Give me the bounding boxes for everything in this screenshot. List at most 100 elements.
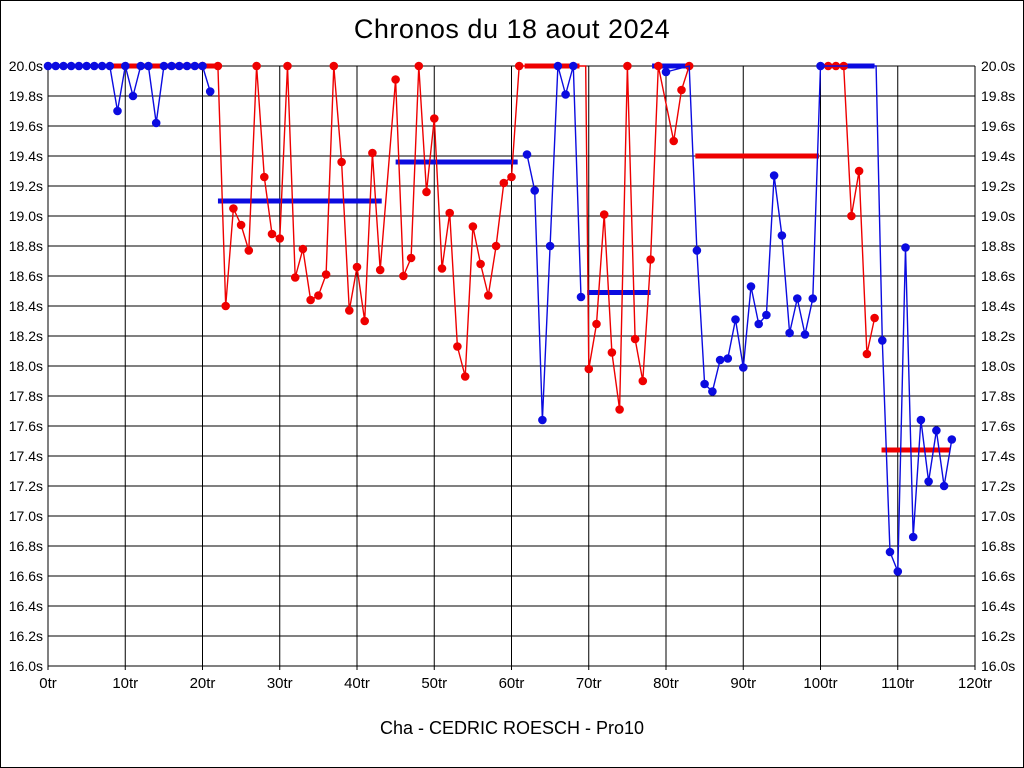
y-tick-label-right: 20.0s [981,58,1015,74]
data-point-red [623,61,632,71]
data-point-blue [777,231,787,240]
x-tick-label: 40tr [344,675,370,692]
data-point-red [360,316,370,326]
y-tick-label-left: 17.8s [9,388,43,404]
y-tick-label-left: 16.4s [9,598,43,614]
data-point-red [399,271,408,281]
data-point-red [615,405,624,414]
data-point-blue [121,61,130,71]
data-point-blue [136,61,145,71]
data-point-red [368,148,377,158]
data-point-blue [97,61,107,71]
data-point-red [499,178,509,188]
data-point-blue [762,310,771,320]
data-point-red [460,372,470,381]
data-point-blue [739,363,748,372]
x-tick-label: 80tr [653,675,679,692]
x-tick-label: 20tr [190,675,216,692]
data-point-red [414,61,424,71]
y-tick-label-left: 17.0s [9,508,43,524]
x-tick-label: 90tr [730,675,756,692]
x-tick-label: 70tr [576,675,602,692]
x-tick-label: 30tr [267,675,293,692]
data-point-blue [175,61,184,71]
y-tick-label-right: 18.0s [981,358,1015,374]
y-tick-label-left: 16.2s [9,628,43,644]
data-point-blue [545,241,555,251]
data-point-blue [198,61,207,71]
data-point-red [345,306,354,315]
data-point-blue [932,426,941,435]
y-tick-label-left: 17.2s [9,478,43,494]
data-point-red [306,295,315,305]
series-line-red [202,65,690,410]
data-point-blue [66,61,76,71]
data-point-blue [538,415,547,425]
data-point-red [507,172,516,182]
data-point-blue [785,328,794,338]
data-point-red [584,364,594,374]
data-point-red [275,234,285,243]
data-point-blue [105,61,115,71]
y-tick-label-left: 17.6s [9,418,43,434]
y-tick-label-right: 16.8s [981,538,1015,554]
data-point-red [638,376,648,386]
x-tick-label: 50tr [421,675,447,692]
data-point-red [445,208,455,218]
data-point-blue [746,282,756,291]
data-point-blue [561,90,570,99]
data-point-red [267,229,277,239]
data-point-red [677,85,686,95]
y-tick-label-right: 19.4s [981,148,1015,164]
data-point-blue [159,61,169,71]
y-tick-label-left: 19.0s [9,208,43,224]
y-tick-label-right: 18.4s [981,298,1015,314]
x-tick-label: 10tr [112,675,138,692]
data-point-red [337,157,346,167]
y-tick-label-right: 16.0s [981,658,1015,674]
data-point-red [252,61,261,71]
data-point-red [314,291,323,300]
data-point-blue [553,61,563,71]
y-tick-label-right: 18.6s [981,268,1015,284]
y-tick-label-right: 19.8s [981,88,1015,104]
data-point-red [491,241,501,251]
data-point-blue [939,481,949,491]
y-tick-label-right: 17.4s [981,448,1015,464]
data-point-red [260,172,269,182]
data-point-blue [715,355,725,365]
data-point-blue [182,61,192,71]
y-tick-label-left: 18.4s [9,298,43,314]
series-line-blue [665,65,953,572]
data-point-blue [128,91,138,101]
data-point-blue [569,61,578,71]
data-point-blue [113,106,122,116]
y-tick-label-right: 18.8s [981,238,1015,254]
data-point-red [244,246,254,255]
stint-segment-layer [112,63,951,453]
data-point-blue [793,294,802,303]
data-point-blue [700,379,709,389]
series-layer [43,61,957,576]
data-point-red [514,61,524,71]
data-point-red [484,291,493,300]
y-tick-label-right: 17.2s [981,478,1015,494]
y-tick-label-left: 16.8s [9,538,43,554]
data-point-red [229,204,238,213]
data-point-blue [754,319,763,329]
data-point-red [430,114,439,123]
data-point-blue [808,294,818,303]
y-tick-label-left: 19.6s [9,118,43,134]
chart-footer: Cha - CEDRIC ROESCH - Pro10 [379,718,645,738]
data-point-blue [800,330,810,339]
data-point-blue [916,415,926,425]
data-point-blue [947,435,957,444]
data-point-red [854,166,864,176]
data-point-blue [43,61,53,71]
x-tick-label: 100tr [803,675,837,692]
y-tick-label-right: 19.0s [981,208,1015,224]
x-tick-label: 110tr [881,675,914,692]
data-point-blue [769,171,779,180]
data-point-blue [167,61,176,71]
